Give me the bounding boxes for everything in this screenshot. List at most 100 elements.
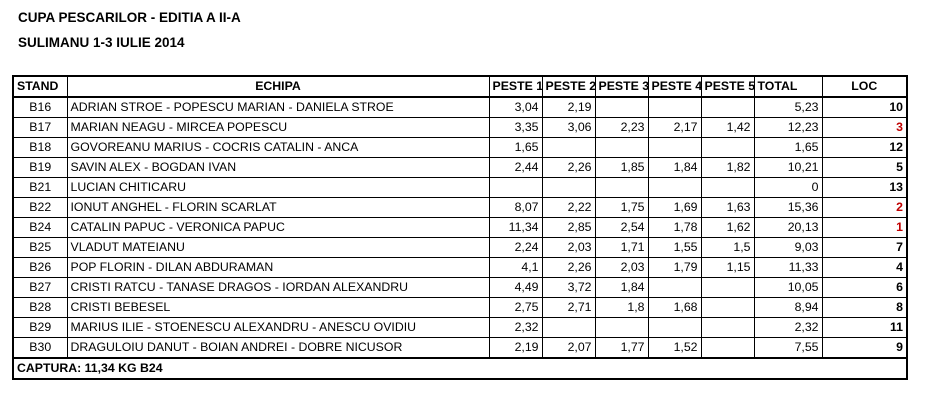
cell-peste-5: 1,42 xyxy=(700,117,755,138)
cell-total: 8,94 xyxy=(753,297,823,318)
cell-loc: 5 xyxy=(821,157,908,178)
cell-stand: B22 xyxy=(12,197,68,218)
cell-total: 10,21 xyxy=(753,157,823,178)
cell-echipa: CRISTI BEBESEL xyxy=(66,297,490,318)
cell-stand: B26 xyxy=(12,257,68,278)
cell-stand: B27 xyxy=(12,277,68,298)
cell-echipa: CRISTI RATCU - TANASE DRAGOS - IORDAN AL… xyxy=(66,277,490,298)
cell-peste-4 xyxy=(647,177,702,198)
cell-peste-1: 11,34 xyxy=(488,217,543,238)
cell-stand: B19 xyxy=(12,157,68,178)
page-subtitle: SULIMANU 1-3 IULIE 2014 xyxy=(18,35,185,50)
cell-peste-1: 4,1 xyxy=(488,257,543,278)
cell-echipa: VLADUT MATEIANU xyxy=(66,237,490,258)
cell-peste-5 xyxy=(700,297,755,318)
cell-peste-1: 2,32 xyxy=(488,317,543,338)
cell-peste-1: 4,49 xyxy=(488,277,543,298)
cell-peste-1: 8,07 xyxy=(488,197,543,218)
cell-peste-3: 1,8 xyxy=(594,297,649,318)
table-row: B18 GOVOREANU MARIUS - COCRIS CATALIN - A… xyxy=(12,137,908,158)
cell-loc: 7 xyxy=(821,237,908,258)
header-total: TOTAL xyxy=(753,75,823,98)
cell-peste-2: 2,85 xyxy=(541,217,596,238)
cell-peste-2: 3,06 xyxy=(541,117,596,138)
page-title: CUPA PESCARILOR - EDITIA A II-A xyxy=(18,10,241,25)
cell-peste-3 xyxy=(594,177,649,198)
cell-peste-1: 2,75 xyxy=(488,297,543,318)
table-row: B21 LUCIAN CHITICARU 0 13 xyxy=(12,177,908,198)
cell-peste-2 xyxy=(541,317,596,338)
cell-stand: B28 xyxy=(12,297,68,318)
cell-peste-3: 2,54 xyxy=(594,217,649,238)
header-row: STAND ECHIPA PESTE 1 PESTE 2 PESTE 3 PES… xyxy=(12,75,908,98)
cell-peste-4: 1,55 xyxy=(647,237,702,258)
cell-peste-1: 2,44 xyxy=(488,157,543,178)
cell-peste-2: 2,26 xyxy=(541,257,596,278)
cell-loc: 13 xyxy=(821,177,908,198)
cell-peste-5 xyxy=(700,317,755,338)
cell-peste-5 xyxy=(700,177,755,198)
cell-peste-3: 1,84 xyxy=(594,277,649,298)
cell-peste-1: 2,24 xyxy=(488,237,543,258)
cell-total: 7,55 xyxy=(753,337,823,359)
cell-echipa: MARIUS ILIE - STOENESCU ALEXANDRU - ANES… xyxy=(66,317,490,338)
header-peste-4: PESTE 4 xyxy=(647,75,702,98)
cell-peste-4: 1,68 xyxy=(647,297,702,318)
cell-loc: 10 xyxy=(821,96,908,118)
cell-peste-5: 1,5 xyxy=(700,237,755,258)
cell-peste-4 xyxy=(647,277,702,298)
cell-peste-3: 1,75 xyxy=(594,197,649,218)
cell-total: 9,03 xyxy=(753,237,823,258)
cell-stand: B30 xyxy=(12,337,68,359)
header-echipa: ECHIPA xyxy=(66,75,490,98)
table-row: B24 CATALIN PAPUC - VERONICA PAPUC 11,34 2,… xyxy=(12,217,908,238)
header-loc: LOC xyxy=(821,75,908,98)
cell-peste-2: 2,03 xyxy=(541,237,596,258)
captura-row: CAPTURA: 11,34 KG B24 xyxy=(12,357,908,380)
cell-stand: B17 xyxy=(12,117,68,138)
table-row: B17 MARIAN NEAGU - MIRCEA POPESCU 3,35 3,06… xyxy=(12,117,908,138)
cell-echipa: DRAGULOIU DANUT - BOIAN ANDREI - DOBRE N… xyxy=(66,337,490,359)
cell-total: 15,36 xyxy=(753,197,823,218)
cell-peste-4: 1,78 xyxy=(647,217,702,238)
header-peste-5: PESTE 5 xyxy=(700,75,755,98)
cell-stand: B21 xyxy=(12,177,68,198)
cell-total: 0 xyxy=(753,177,823,198)
cell-peste-1: 3,35 xyxy=(488,117,543,138)
cell-echipa: ADRIAN STROE - POPESCU MARIAN - DANIELA … xyxy=(66,96,490,118)
cell-peste-2: 2,07 xyxy=(541,337,596,359)
cell-total: 2,32 xyxy=(753,317,823,338)
cell-peste-4 xyxy=(647,137,702,158)
cell-total: 1,65 xyxy=(753,137,823,158)
cell-peste-5 xyxy=(700,96,755,118)
cell-loc: 8 xyxy=(821,297,908,318)
cell-peste-4 xyxy=(647,96,702,118)
cell-total: 11,33 xyxy=(753,257,823,278)
cell-peste-5 xyxy=(700,337,755,359)
cell-peste-1: 1,65 xyxy=(488,137,543,158)
cell-peste-4: 2,17 xyxy=(647,117,702,138)
cell-peste-5: 1,82 xyxy=(700,157,755,178)
cell-peste-2: 2,26 xyxy=(541,157,596,178)
cell-stand: B24 xyxy=(12,217,68,238)
cell-peste-1: 2,19 xyxy=(488,337,543,359)
cell-peste-1 xyxy=(488,177,543,198)
cell-echipa: MARIAN NEAGU - MIRCEA POPESCU xyxy=(66,117,490,138)
cell-peste-4: 1,84 xyxy=(647,157,702,178)
table-row: B25 VLADUT MATEIANU 2,24 2,03 1,71 1,55 1,5 9,0… xyxy=(12,237,908,258)
cell-stand: B18 xyxy=(12,137,68,158)
cell-peste-2 xyxy=(541,137,596,158)
table-row: B29 MARIUS ILIE - STOENESCU ALEXANDRU - A… xyxy=(12,317,908,338)
cell-loc: 6 xyxy=(821,277,908,298)
cell-echipa: SAVIN ALEX - BOGDAN IVAN xyxy=(66,157,490,178)
captura-summary: CAPTURA: 11,34 KG B24 xyxy=(12,357,908,380)
cell-total: 20,13 xyxy=(753,217,823,238)
header-peste-1: PESTE 1 xyxy=(488,75,543,98)
cell-peste-5: 1,62 xyxy=(700,217,755,238)
cell-loc: 12 xyxy=(821,137,908,158)
header-peste-2: PESTE 2 xyxy=(541,75,596,98)
table-row: B28 CRISTI BEBESEL 2,75 2,71 1,8 1,68 8,94 8 xyxy=(12,297,908,318)
cell-stand: B29 xyxy=(12,317,68,338)
cell-echipa: GOVOREANU MARIUS - COCRIS CATALIN - ANCA xyxy=(66,137,490,158)
cell-peste-1: 3,04 xyxy=(488,96,543,118)
